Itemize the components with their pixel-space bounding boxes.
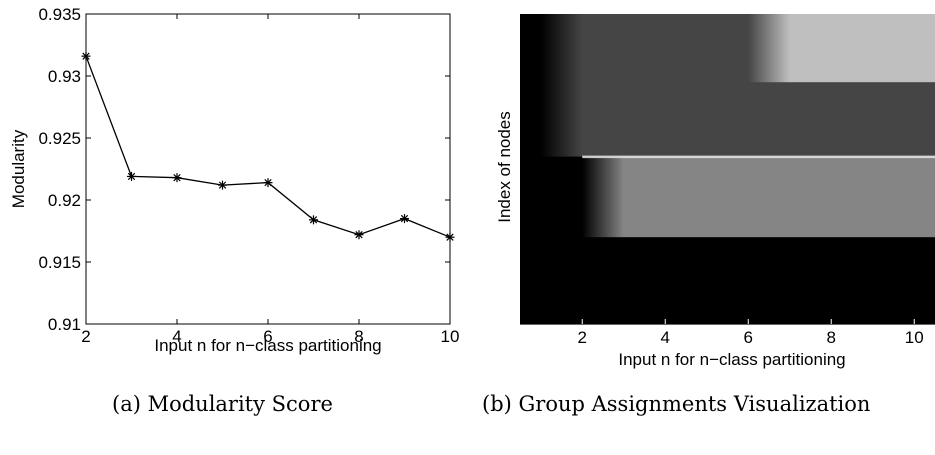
y-tick-label: 0.91 bbox=[48, 315, 81, 334]
y-tick-label: 0.93 bbox=[48, 67, 81, 86]
plot-frame bbox=[85, 13, 451, 325]
modularity-line-chart: 2 4 6 8 10 0.91 0.915 0.92 0.925 0.93 0.935 Input … bbox=[9, 5, 459, 355]
x-tick-label: 10 bbox=[905, 328, 924, 347]
data-point-marker bbox=[263, 178, 273, 188]
axis-ticks bbox=[85, 13, 451, 325]
data-point-marker bbox=[309, 215, 318, 225]
caption-a: (a) Modularity Score bbox=[112, 392, 333, 416]
y-axis-label: Index of nodes bbox=[495, 111, 514, 223]
x-tick-label: 2 bbox=[578, 328, 587, 347]
y-tick-label: 0.915 bbox=[38, 253, 81, 272]
x-tick-label: 4 bbox=[172, 327, 181, 346]
x-tick-label: 10 bbox=[441, 327, 460, 346]
data-point-marker bbox=[354, 230, 364, 240]
heatmap-band bbox=[520, 237, 935, 325]
x-tick-label: 6 bbox=[263, 327, 272, 346]
data-point-marker bbox=[81, 51, 91, 61]
y-axis-label: Modularity bbox=[9, 129, 28, 208]
band-separator bbox=[582, 155, 935, 159]
y-tick-label: 0.92 bbox=[48, 191, 81, 210]
x-tick-label: 2 bbox=[81, 327, 90, 346]
x-tick-label: 8 bbox=[354, 327, 363, 346]
series-markers bbox=[81, 51, 455, 242]
caption-b: (b) Group Assignments Visualization bbox=[482, 392, 871, 416]
heatmap-bands bbox=[520, 14, 935, 325]
y-tick-label: 0.935 bbox=[38, 5, 81, 24]
axis-ticks bbox=[581, 319, 915, 324]
data-point-marker bbox=[445, 232, 455, 242]
x-axis-label: Input n for n−class partitioning bbox=[618, 350, 845, 369]
heatmap-band bbox=[520, 14, 935, 83]
heatmap-band bbox=[520, 156, 935, 238]
x-tick-label: 6 bbox=[744, 328, 753, 347]
tick-labels: 2 4 6 8 10 0.91 0.915 0.92 0.925 0.93 0.935 bbox=[38, 5, 459, 346]
tick-labels: 2 4 6 8 10 bbox=[578, 328, 924, 347]
data-point-marker bbox=[218, 180, 227, 190]
heatmap-band bbox=[520, 82, 935, 158]
x-axis-label: Input n for n−class partitioning bbox=[154, 336, 381, 355]
data-point-marker bbox=[127, 171, 136, 181]
data-point-marker bbox=[400, 214, 409, 224]
data-point-marker bbox=[172, 173, 182, 183]
group-assignment-heatmap: 2 4 6 8 10 Input n for n−class partitioning … bbox=[495, 14, 935, 369]
y-tick-label: 0.925 bbox=[38, 129, 81, 148]
x-tick-label: 8 bbox=[827, 328, 836, 347]
x-tick-label: 4 bbox=[661, 328, 670, 347]
